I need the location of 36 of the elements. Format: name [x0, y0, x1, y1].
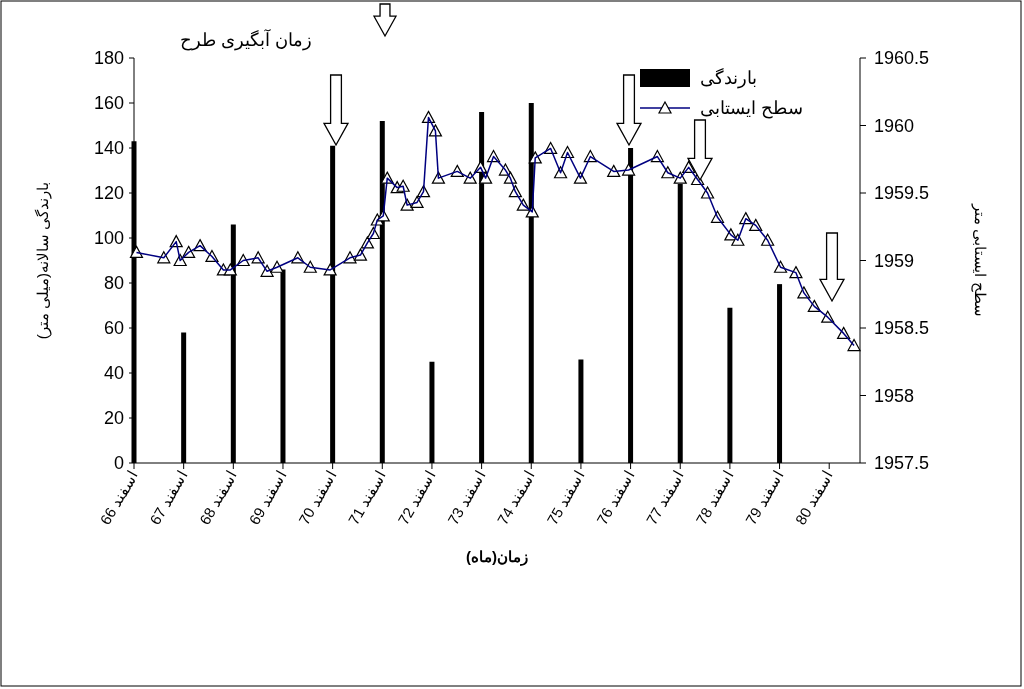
y-tick-label: 20	[103, 408, 124, 429]
y-tick-label: 120	[93, 183, 124, 204]
y2-axis-title: سطح ایستابی متر	[971, 203, 989, 317]
x-tick-label: 80 اسفند	[791, 468, 836, 528]
x-tick-label: 79 اسفند	[742, 468, 787, 528]
y-tick-label: 160	[93, 93, 124, 114]
x-tick-label: 68 اسفند	[195, 468, 240, 528]
x-tick-label: 76 اسفند	[593, 468, 638, 528]
y-tick-label: 60	[103, 318, 124, 339]
x-tick-label: 73 اسفند	[444, 468, 489, 528]
x-tick-label: 77 اسفند	[642, 468, 687, 528]
x-tick-label: 67 اسفند	[146, 468, 191, 528]
y-tick-label: 80	[103, 273, 124, 294]
text: زمان آبگیری طرح	[179, 29, 312, 51]
y2-tick-label: 1957.5	[874, 453, 930, 474]
x-tick-label: 69 اسفند	[245, 468, 290, 528]
y2-tick-label: 1960.5	[874, 48, 930, 69]
y2-tick-label: 1959	[874, 250, 915, 271]
x-tick-label: 74 اسفند	[493, 468, 538, 528]
legend-label: سطح ایستابی	[700, 98, 804, 120]
x-tick-label: 71 اسفند	[344, 468, 389, 528]
y-axis-title: بارندگی سالانه(میلی متر)	[34, 181, 52, 340]
y2-tick-label: 1958.5	[874, 318, 930, 339]
y-tick-label: 140	[93, 138, 124, 159]
x-tick-label: 70 اسفند	[295, 468, 340, 528]
x-tick-label: 75 اسفند	[543, 468, 588, 528]
x-tick-label: 72 اسفند	[394, 468, 439, 528]
legend-label: بارندگی	[700, 67, 757, 90]
x-tick-label: 78 اسفند	[692, 468, 737, 528]
y2-tick-label: 1959.5	[874, 183, 930, 204]
y2-tick-label: 1960	[874, 115, 915, 136]
y2-tick-label: 1958	[874, 385, 915, 406]
y-tick-label: 100	[93, 228, 124, 249]
y-tick-label: 180	[93, 48, 124, 69]
y-tick-label: 40	[103, 363, 124, 384]
x-axis-title: زمان(ماه)	[466, 548, 528, 566]
